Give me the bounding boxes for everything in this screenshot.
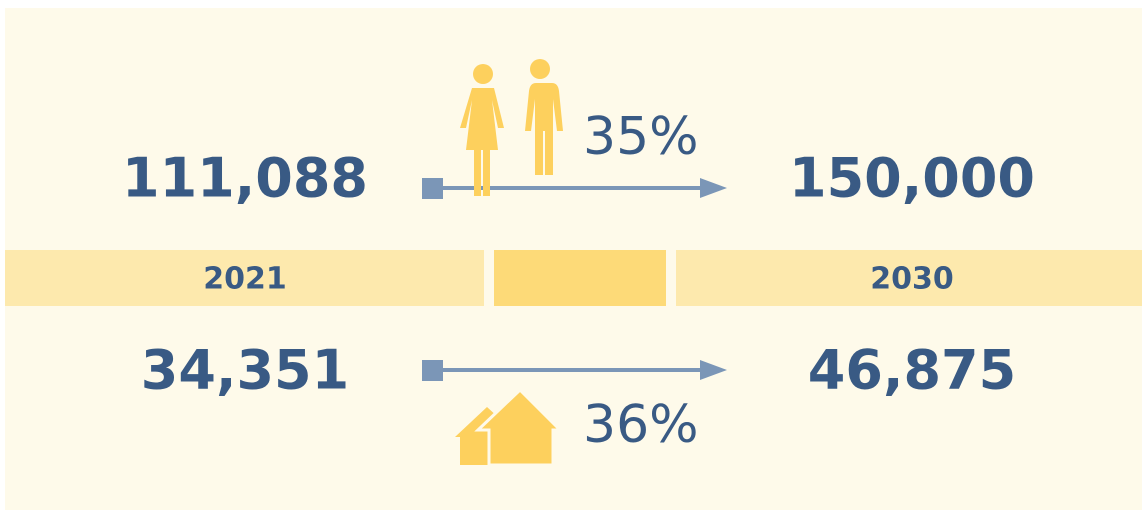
households-end: 46,875	[808, 339, 1016, 402]
band-middle	[494, 250, 666, 306]
houses-icon	[455, 387, 564, 467]
population-change: 35%	[583, 107, 699, 167]
households-change: 36%	[583, 395, 699, 455]
band-right	[676, 250, 1142, 306]
households-arrow	[422, 360, 727, 381]
people-icon	[460, 59, 563, 196]
population-end: 150,000	[789, 147, 1035, 210]
population-start: 111,088	[122, 147, 368, 210]
year-end: 2030	[870, 262, 954, 297]
year-start: 2021	[203, 262, 287, 297]
households-start: 34,351	[141, 339, 349, 402]
band-left	[5, 250, 484, 306]
